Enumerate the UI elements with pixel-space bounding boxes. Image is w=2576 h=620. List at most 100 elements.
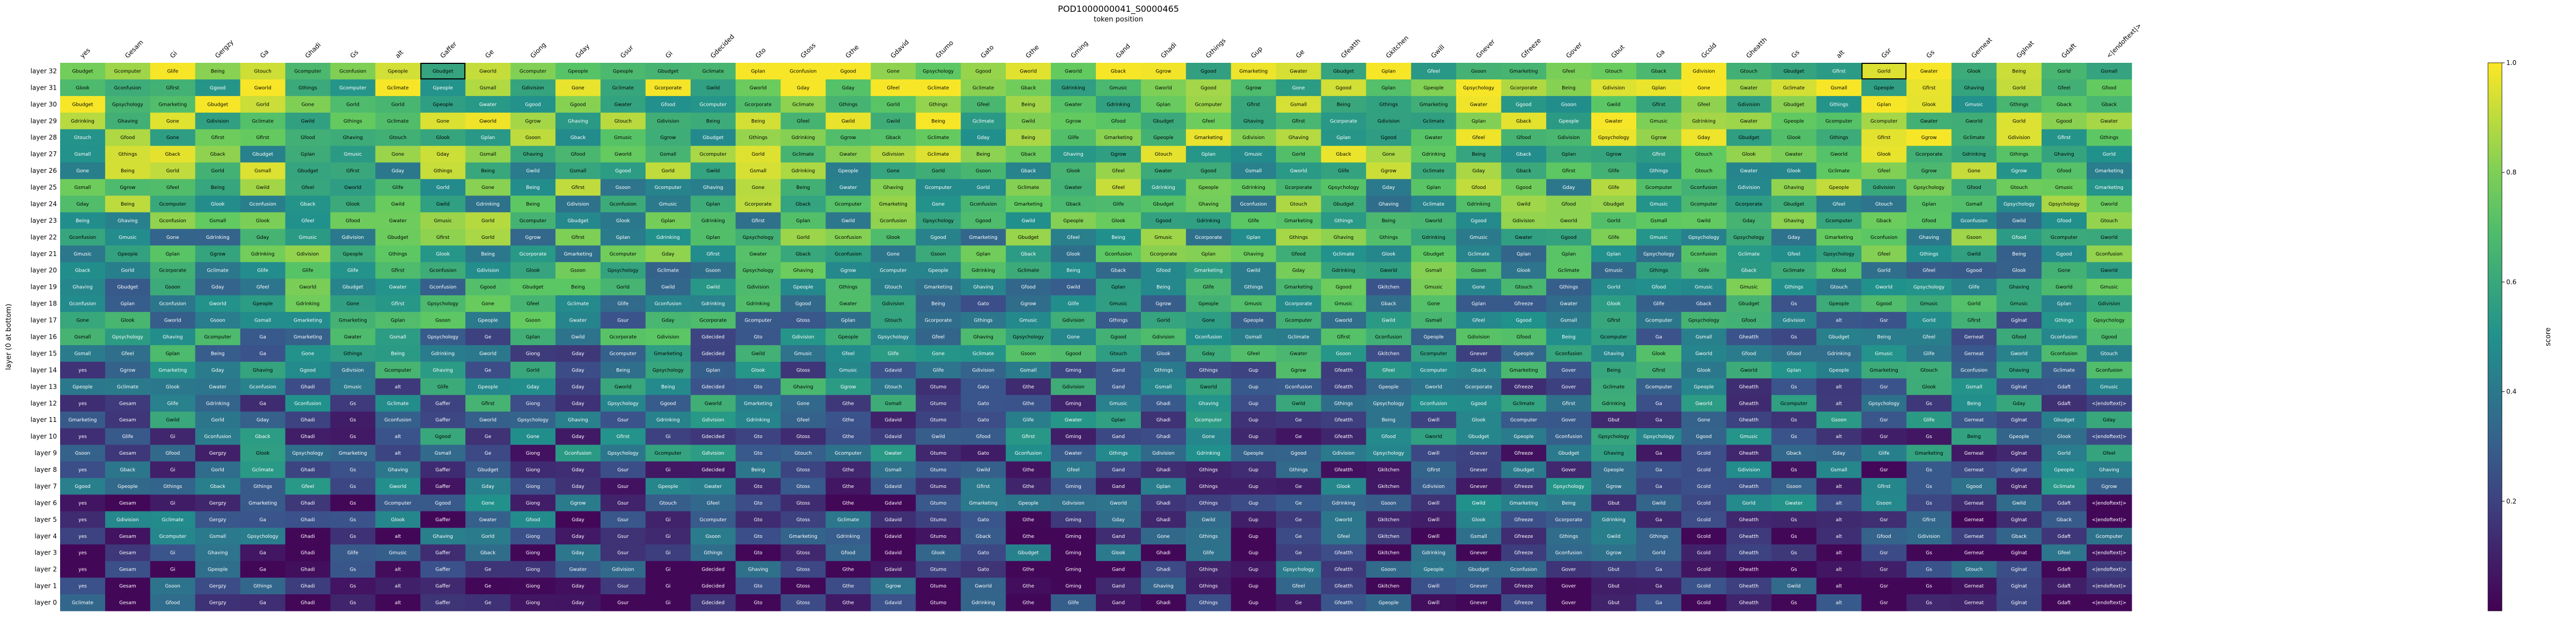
cell-label: Gerneat — [1964, 584, 1984, 589]
cell-label: Ggood — [2101, 335, 2117, 340]
cell-label: Gwater — [839, 302, 857, 307]
cell-label: Being — [976, 152, 990, 157]
cell-label: Gsmall — [480, 85, 496, 91]
cell-label: Gheatth — [1739, 517, 1759, 523]
cell-label: Giong — [526, 468, 540, 473]
cell-label: Gaffer — [435, 484, 450, 490]
cell-label: Glife — [1923, 418, 1935, 423]
cell-label: Glook — [1967, 69, 1981, 74]
cell-label: Gback — [1516, 119, 1532, 124]
heatmap-cell — [105, 63, 151, 80]
cell-label: Being — [706, 119, 720, 124]
heatmap-cell — [555, 96, 601, 113]
heatmap-cell — [2087, 229, 2132, 246]
cell-label: Gfood — [1741, 351, 1756, 356]
y-tick-label: layer 21 — [31, 250, 57, 258]
cell-label: Ggood — [840, 69, 856, 74]
cell-label: Ge — [485, 434, 492, 440]
cell-label: Ghaving — [523, 152, 543, 157]
cell-label: Gdavid — [885, 601, 902, 606]
cell-label: Gwater — [1065, 418, 1082, 423]
cell-label: Gmusic — [1650, 119, 1668, 124]
heatmap-cell — [2087, 129, 2132, 147]
heatmap-cell — [1321, 162, 1367, 180]
heatmap-cell — [1140, 229, 1187, 246]
heatmap-cell — [375, 63, 421, 80]
heatmap-cell — [2041, 179, 2087, 196]
cell-label: Gplan — [1922, 202, 1936, 207]
cell-label: Gday — [526, 384, 539, 390]
cell-label: Ggrow — [210, 252, 225, 257]
heatmap-cell — [1456, 79, 1502, 97]
cell-label: Being — [121, 202, 135, 207]
cell-label: Glook — [436, 135, 450, 141]
cell-label: Gclimate — [792, 152, 814, 157]
heatmap-cell — [1456, 212, 1502, 229]
cell-label: Gcorporate — [1150, 252, 1177, 257]
cell-label: Gday — [572, 534, 584, 539]
cell-label: Gthe — [1022, 468, 1034, 473]
cell-label: Gsur — [617, 517, 628, 523]
cell-label: Gerneat — [1964, 601, 1984, 606]
heatmap-cell — [1276, 96, 1322, 113]
cell-label: Gcold — [1697, 468, 1711, 473]
cell-label: Gone — [1202, 318, 1215, 324]
y-tick-label: layer 0 — [34, 599, 57, 607]
cell-label: <|endoftext|> — [2092, 601, 2126, 606]
heatmap-cell — [1185, 129, 1232, 147]
cell-label: Gcomputer — [700, 102, 727, 107]
cell-label: Gsoon — [1381, 567, 1396, 573]
cell-label: Gmusic — [1109, 401, 1128, 406]
cell-label: Gsmall — [74, 335, 91, 340]
cell-label: Ggood — [795, 302, 811, 307]
heatmap-cell — [375, 212, 421, 229]
cell-label: Glife — [1203, 285, 1214, 290]
cell-label: Ghaving — [973, 285, 993, 290]
cell-label: Gwater — [1785, 501, 1803, 506]
heatmap-cell — [1591, 129, 1637, 147]
cell-label: Gcomputer — [1645, 185, 1673, 191]
heatmap-cell — [1816, 112, 1862, 130]
cell-label: Gmusic — [1695, 285, 1713, 290]
cell-label: Gsoon — [165, 285, 180, 290]
cell-label: Gdrinking — [747, 418, 770, 423]
heatmap-cell — [1276, 129, 1322, 147]
heatmap-cell — [1906, 212, 1952, 229]
cell-label: Gconfusion — [1690, 185, 1717, 191]
cell-label: Gorld — [1743, 501, 1755, 506]
heatmap-cell — [1321, 212, 1367, 229]
heatmap-cell — [2087, 162, 2132, 180]
heatmap-cell — [60, 179, 106, 196]
heatmap-cell — [735, 63, 781, 80]
cell-label: Gi — [170, 434, 175, 440]
cell-label: Gtouch — [2010, 185, 2028, 191]
cell-label: Gthe — [843, 584, 854, 589]
heatmap-cell — [1681, 96, 1727, 113]
heatmap-cell — [916, 229, 961, 246]
cell-label: Gbudget — [1153, 202, 1174, 207]
cell-label: Gworld — [975, 584, 992, 589]
cell-label: Gmusic — [74, 252, 92, 257]
cell-label: Gming — [1065, 401, 1081, 406]
cell-label: Gsur — [617, 468, 628, 473]
cell-label: Gdrinking — [251, 252, 275, 257]
cell-label: Gmusic — [1109, 85, 1128, 91]
heatmap-cell — [1501, 112, 1547, 130]
x-tick-label: Gwill — [1430, 43, 1446, 60]
cell-label: Gsmall — [1245, 335, 1262, 340]
cell-label: Ga — [1656, 517, 1663, 523]
cell-label: Gone — [572, 85, 584, 91]
cell-label: Gergzy — [209, 451, 226, 456]
cell-label: Gclimate — [207, 268, 229, 274]
cell-label: Gmarketing — [2095, 185, 2124, 191]
x-tick-label: Gs — [1925, 48, 1936, 60]
heatmap-cell — [1006, 96, 1051, 113]
cell-label: Gworld — [2055, 285, 2073, 290]
cell-label: Being — [571, 285, 585, 290]
cell-label: Gdivision — [1152, 335, 1174, 340]
cell-label: Gconfusion — [1555, 351, 1582, 356]
cell-label: Gcomputer — [519, 69, 547, 74]
cell-label: Ge — [485, 584, 492, 589]
cell-label: Gs — [1791, 551, 1797, 556]
cell-label: Gfeel — [2103, 451, 2116, 456]
